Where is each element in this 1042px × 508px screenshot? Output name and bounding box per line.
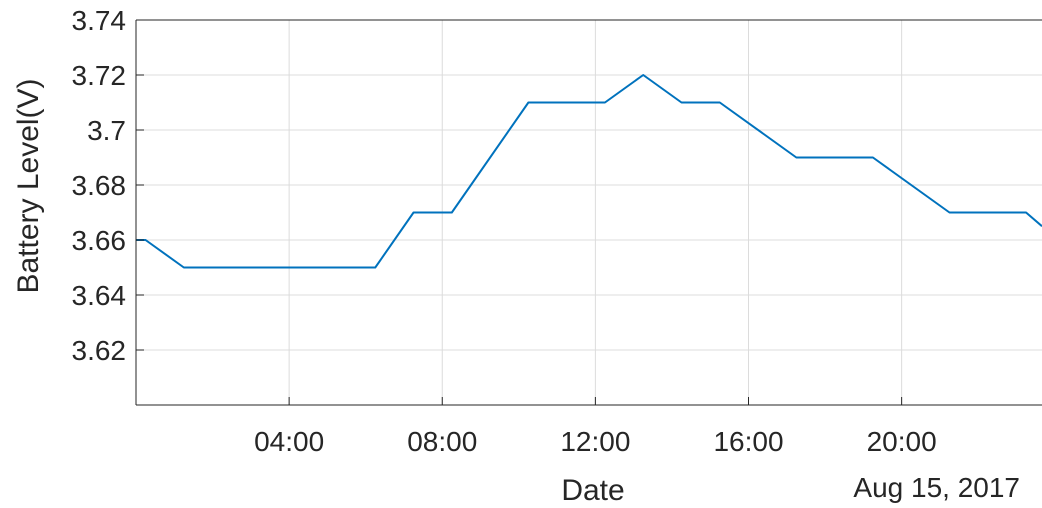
x-tick-label: 20:00 bbox=[867, 426, 937, 457]
y-tick-label: 3.72 bbox=[72, 60, 127, 91]
y-axis-label: Battery Level(V) bbox=[12, 78, 45, 293]
y-tick-label: 3.66 bbox=[72, 225, 127, 256]
y-tick-label: 3.64 bbox=[72, 280, 127, 311]
y-axis-ticks: 3.62 3.64 3.66 3.68 3.7 3.72 3.74 bbox=[72, 5, 144, 366]
x-tick-label: 04:00 bbox=[254, 426, 324, 457]
y-tick-label: 3.68 bbox=[72, 170, 127, 201]
series-line bbox=[136, 74, 1042, 269]
x-axis-ticks: 04:00 08:00 12:00 16:00 20:00 bbox=[254, 397, 937, 457]
axes bbox=[135, 19, 1042, 406]
y-tick-label: 3.62 bbox=[72, 335, 127, 366]
x-axis-label: Date bbox=[561, 474, 624, 507]
date-label: Aug 15, 2017 bbox=[853, 472, 1020, 503]
grid bbox=[136, 19, 1042, 405]
y-tick-label: 3.74 bbox=[72, 5, 127, 36]
x-tick-label: 16:00 bbox=[713, 426, 783, 457]
x-tick-label: 12:00 bbox=[560, 426, 630, 457]
y-tick-label: 3.7 bbox=[87, 115, 126, 146]
x-tick-label: 08:00 bbox=[407, 426, 477, 457]
series-layer bbox=[136, 74, 1042, 269]
